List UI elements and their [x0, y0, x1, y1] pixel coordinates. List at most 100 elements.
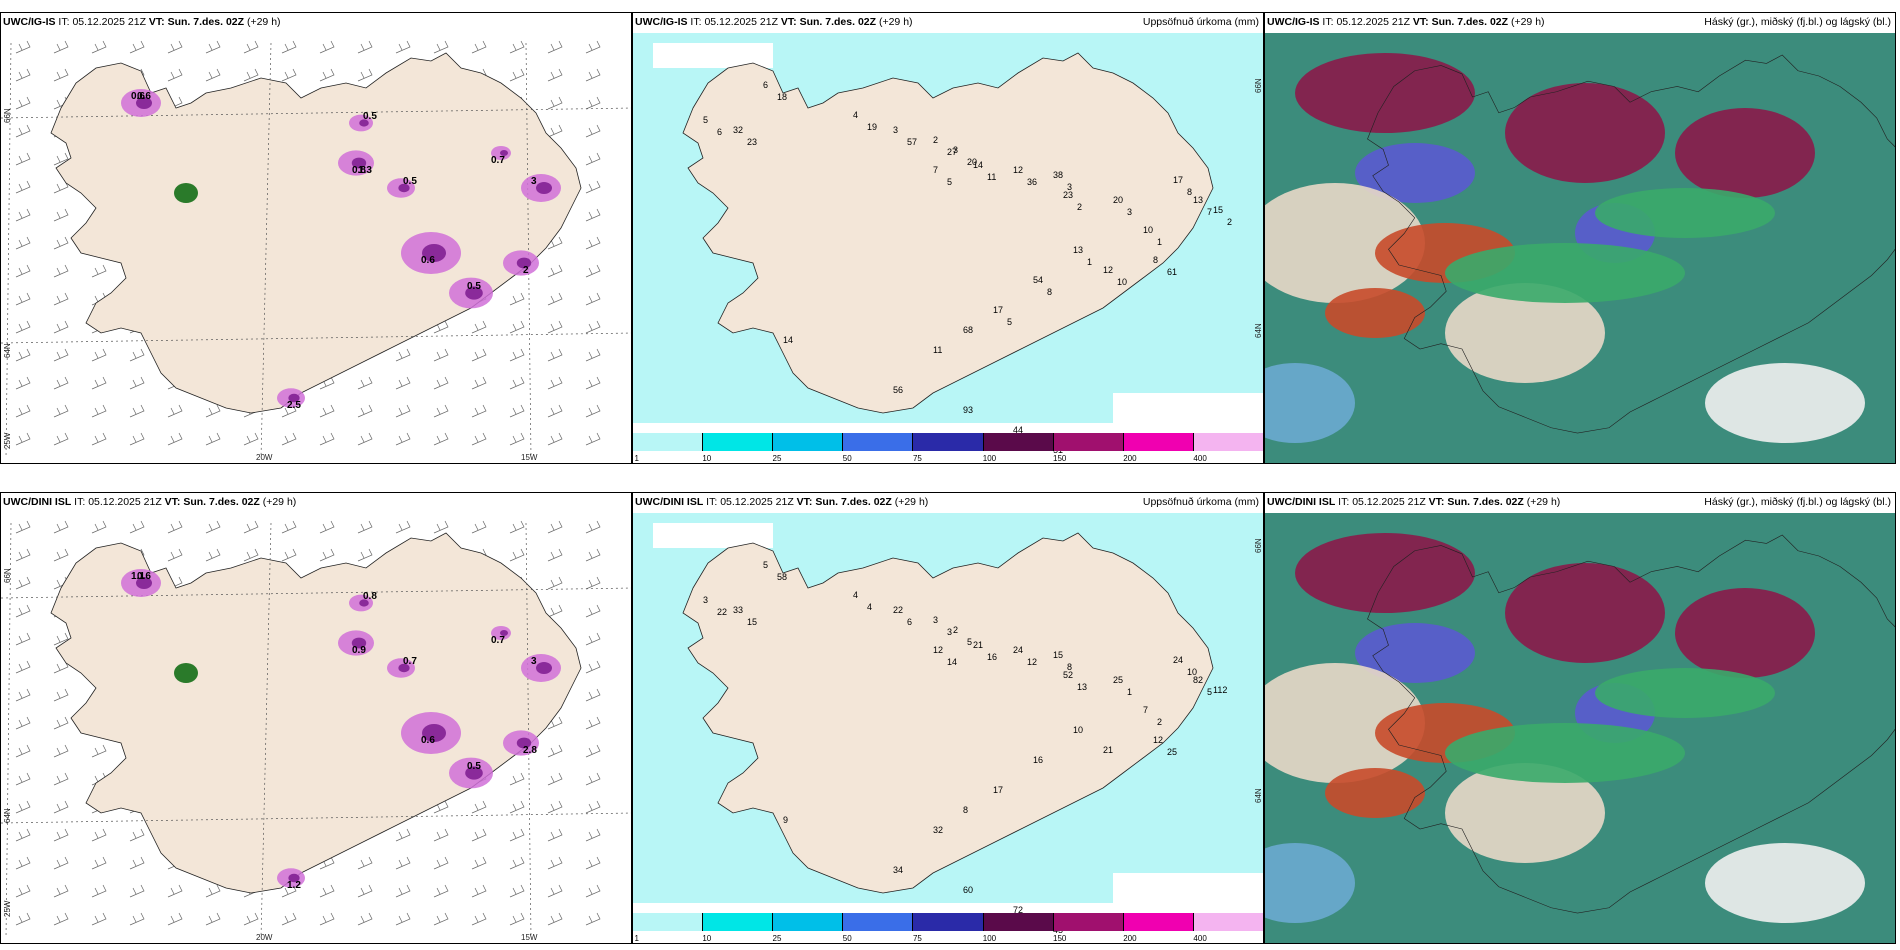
- wind-barb: [585, 348, 601, 362]
- precip-value-label: 15: [1053, 650, 1063, 660]
- snow-value-label: 2: [523, 265, 529, 276]
- graticule: [1, 522, 631, 939]
- wind-barb: [205, 404, 221, 418]
- wind-barb: [319, 884, 335, 898]
- wind-barb: [547, 376, 563, 390]
- wind-barb: [319, 432, 335, 446]
- panel-bottom-middle-precip-map: UWC/DINI ISL IT: 05.12.2025 21Z VT: Sun.…: [632, 492, 1264, 944]
- colorbar-tick-label: 200: [1123, 934, 1137, 943]
- precip-value-label: 10: [1143, 225, 1153, 235]
- panel-bottom-right-cloud-map: UWC/DINI ISL IT: 05.12.2025 21Z VT: Sun.…: [1264, 492, 1896, 944]
- wind-barb: [15, 236, 31, 250]
- wind-barb: [357, 376, 373, 390]
- wind-barb: [547, 576, 563, 590]
- snow-core: [516, 257, 532, 269]
- panel-title: UWC/IG-IS IT: 05.12.2025 21Z VT: Sun. 7.…: [3, 16, 281, 28]
- wind-barb: [53, 292, 69, 306]
- precip-value-label: 21: [1103, 745, 1113, 755]
- precip-value-label: 52: [1063, 670, 1073, 680]
- wind-barb: [91, 744, 107, 758]
- wind-barb: [167, 520, 183, 534]
- precip-value-label: 20: [1113, 195, 1123, 205]
- precip-value-label: 22: [717, 607, 727, 617]
- wind-barb: [53, 320, 69, 334]
- wind-barb: [91, 264, 107, 278]
- snow-core: [288, 393, 300, 403]
- panel-right-title: Háský (gr.), miðský (fj.bl.) og lágský (…: [1704, 16, 1891, 28]
- wind-barb: [547, 40, 563, 54]
- precip-value-label: 1: [1157, 237, 1162, 247]
- colorbar-swatch: [843, 913, 914, 931]
- colorbar-swatch: [1193, 433, 1263, 451]
- wind-barb: [243, 912, 259, 926]
- wind-barb: [547, 124, 563, 138]
- colorbar-tick-label: 1: [634, 934, 640, 943]
- wind-barb: [319, 912, 335, 926]
- precip-value-label: 38: [1053, 170, 1063, 180]
- panel-title: UWC/DINI ISL IT: 05.12.2025 21Z VT: Sun.…: [1267, 496, 1561, 508]
- precip-value-label: 12: [1103, 265, 1113, 275]
- colorbar-tick-label: 50: [842, 934, 852, 943]
- panel-right-title: Uppsöfnuð úrkoma (mm): [1142, 496, 1259, 508]
- wind-barb: [15, 292, 31, 306]
- cloud-cover-field: [1265, 513, 1895, 943]
- snow-value-label: 3: [531, 656, 537, 667]
- wind-barb: [547, 404, 563, 418]
- wind-barb: [585, 40, 601, 54]
- wind-barb: [585, 124, 601, 138]
- wind-barb: [15, 68, 31, 82]
- wind-barb: [319, 548, 335, 562]
- wind-barb: [433, 40, 449, 54]
- colorbar-tick-label: 25: [772, 454, 782, 463]
- wind-barb: [547, 800, 563, 814]
- cloud-blob: [1355, 623, 1475, 683]
- snow-value-label: 0.5: [403, 176, 417, 187]
- snow-core: [422, 724, 446, 742]
- panel-bottom-left-wind-snow-map: UWC/DINI ISL IT: 05.12.2025 21Z VT: Sun.…: [0, 492, 632, 944]
- wind-barb: [395, 520, 411, 534]
- lat-label-66n: 66N: [1254, 78, 1263, 93]
- cloud-canvas: [1265, 513, 1895, 943]
- wind-barb: [205, 548, 221, 562]
- precip-value-label: 5: [947, 177, 952, 187]
- wind-barb: [547, 548, 563, 562]
- cloud-blob: [1505, 83, 1665, 183]
- wind-barb: [509, 432, 525, 446]
- wind-barb: [585, 152, 601, 166]
- wind-barb: [53, 68, 69, 82]
- iceland-landmass: [50, 52, 582, 414]
- precip-value-label: 72: [1013, 905, 1023, 915]
- wind-barb: [53, 40, 69, 54]
- snow-core: [465, 766, 483, 780]
- precip-value-label: 3: [1127, 207, 1132, 217]
- wind-barb: [547, 828, 563, 842]
- precip-value-label: 8: [963, 805, 968, 815]
- wind-barb: [15, 152, 31, 166]
- wind-barb: [433, 828, 449, 842]
- wind-barb: [243, 520, 259, 534]
- precip-value-label: 27: [947, 147, 957, 157]
- snow-core: [422, 244, 446, 262]
- green-blob: [174, 663, 198, 683]
- precip-value-label: 24: [1013, 645, 1023, 655]
- colorbar-swatch: [703, 433, 774, 451]
- wind-barb: [91, 432, 107, 446]
- wind-barb: [91, 912, 107, 926]
- wind-barb: [129, 376, 145, 390]
- colorbar-tick-label: 200: [1123, 454, 1137, 463]
- precip-value-label: 3: [703, 595, 708, 605]
- wind-barb: [53, 208, 69, 222]
- longitude-line: [525, 42, 532, 459]
- lat-label-64n: 64N: [3, 343, 12, 358]
- cloud-blob: [1705, 843, 1865, 923]
- wind-barb: [15, 716, 31, 730]
- wind-barb: [585, 744, 601, 758]
- cloud-blob: [1445, 763, 1605, 863]
- colorbar-tick-label: 400: [1193, 934, 1207, 943]
- wind-barb: [471, 432, 487, 446]
- wind-barb: [585, 520, 601, 534]
- panel-top-right-cloud-map: UWC/IG-IS IT: 05.12.2025 21Z VT: Sun. 7.…: [1264, 12, 1896, 464]
- wind-barb: [91, 376, 107, 390]
- precip-value-label: 8: [1187, 187, 1192, 197]
- precip-value-label: 17: [993, 785, 1003, 795]
